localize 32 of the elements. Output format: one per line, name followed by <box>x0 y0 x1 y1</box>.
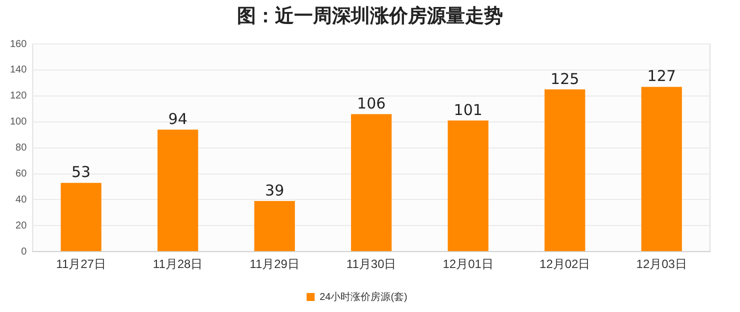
bar <box>158 130 198 252</box>
x-tick-label: 11月27日 <box>56 257 106 272</box>
y-tick-label: 0 <box>21 246 28 258</box>
data-label: 53 <box>72 163 91 182</box>
data-label: 101 <box>454 100 482 119</box>
x-tick-label: 11月29日 <box>250 257 300 272</box>
y-tick-label: 140 <box>10 64 28 76</box>
data-label: 125 <box>550 70 580 88</box>
bar <box>60 182 102 252</box>
data-label: 94 <box>168 110 188 128</box>
y-tick-label: 120 <box>10 90 28 102</box>
x-tick-label: 11月28日 <box>152 257 203 272</box>
data-label: 106 <box>357 94 386 112</box>
x-tick-label: 11月30日 <box>346 257 396 272</box>
legend-label: 24小时涨价房源(套) <box>320 290 408 303</box>
bar <box>351 114 392 252</box>
x-tick-label: 12月03日 <box>636 257 687 272</box>
y-tick-label: 60 <box>16 168 28 180</box>
bar <box>641 86 682 252</box>
y-tick-label: 20 <box>16 220 28 232</box>
bar <box>544 89 586 252</box>
chart-title: 图：近一周深圳涨价房源量走势 <box>236 4 504 29</box>
y-tick-label: 80 <box>16 142 28 154</box>
bar <box>254 201 295 252</box>
y-tick-label: 160 <box>10 38 28 50</box>
data-label: 127 <box>647 67 676 86</box>
x-tick-label: 12月02日 <box>540 257 590 272</box>
y-tick-label: 40 <box>16 194 28 206</box>
bar <box>448 120 488 252</box>
y-tick-label: 100 <box>10 116 28 128</box>
data-label: 39 <box>265 181 284 200</box>
x-tick-label: 12月01日 <box>442 257 494 272</box>
